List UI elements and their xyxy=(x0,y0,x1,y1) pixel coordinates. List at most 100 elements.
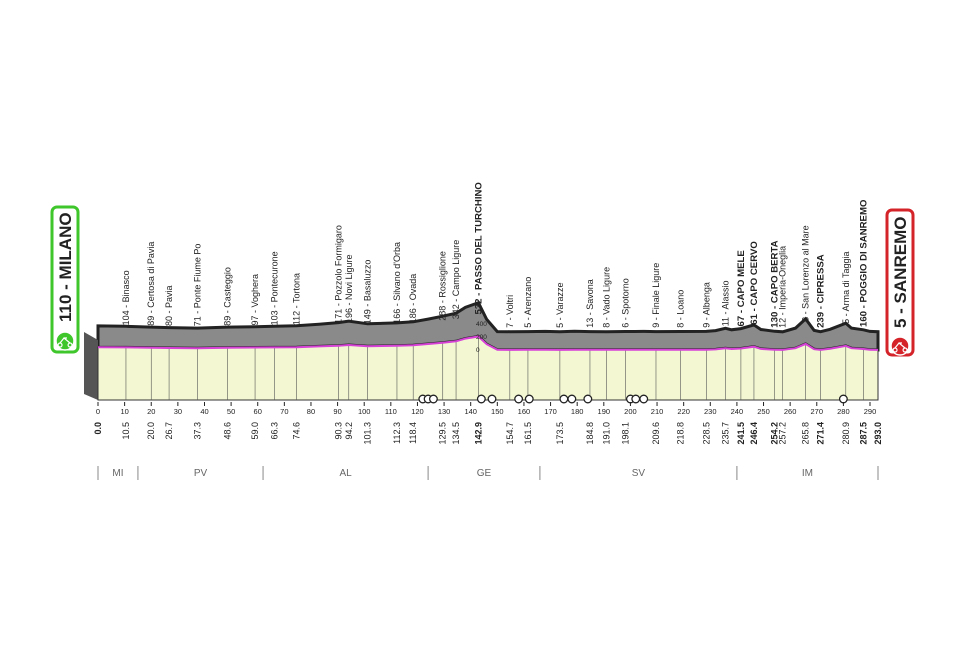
place-label: 6 - Spotorno xyxy=(620,278,630,328)
km-tick-label: 270 xyxy=(811,407,824,416)
place-label: 103 - Pontecurone xyxy=(270,251,280,325)
place-label: 5 - Arma di Taggia xyxy=(841,252,851,324)
km-tick-label: 40 xyxy=(200,407,208,416)
km-tick-label: 180 xyxy=(571,407,584,416)
km-distance-label: 271.4 xyxy=(816,422,826,445)
km-distance-label: 101.3 xyxy=(363,422,373,445)
place-label: 171 - Pozzolo Formigaro xyxy=(333,225,343,324)
km-distance-label: 218.8 xyxy=(676,422,686,445)
km-distance-label: 161.5 xyxy=(523,422,533,445)
service-point-marker xyxy=(487,394,497,404)
place-labels: 104 - Binasco 89 - Certosa di Pavia 80 - P… xyxy=(121,182,869,328)
altitude-ticks: 0 200 400 xyxy=(476,321,487,354)
km-tick-label: 230 xyxy=(704,407,717,416)
km-distance-label: 257.2 xyxy=(778,422,788,445)
place-label: 5 - Varazze xyxy=(555,283,565,328)
km-tick-label: 280 xyxy=(837,407,850,416)
km-distance-label: 228.5 xyxy=(701,422,711,445)
place-label: 239 - CIPRESSA xyxy=(816,254,827,328)
place-label: 532 - PASSO DEL TURCHINO xyxy=(473,182,484,315)
service-point-marker xyxy=(567,394,577,404)
place-label: 71 - Ponte Fiume Po xyxy=(192,244,202,327)
place-label: 89 - Certosa di Pavia xyxy=(146,242,156,326)
place-label: 80 - Pavia xyxy=(164,285,174,326)
province-label: GE xyxy=(477,468,492,479)
place-label: 5 - Arenzano xyxy=(523,277,533,328)
km-distance-label: 209.6 xyxy=(651,422,661,445)
km-distance-label: 59.0 xyxy=(250,422,260,440)
bicycle-icon xyxy=(57,337,73,348)
place-label: 8 - Loano xyxy=(676,290,686,328)
km-tick-label: 130 xyxy=(438,407,451,416)
km-distance-label: 37.3 xyxy=(192,422,202,440)
start-flag-icon xyxy=(55,331,75,351)
start-badge: 110 - MILANO xyxy=(50,205,80,354)
km-tick-label: 80 xyxy=(307,407,315,416)
km-distance-label: 142.9 xyxy=(473,422,483,445)
finish-bicycle-icon xyxy=(892,342,908,353)
place-label: 196 - Novi Ligure xyxy=(344,254,354,323)
km-distance-label: 254.2 xyxy=(770,422,780,445)
place-label: 61 - CAPO CERVO xyxy=(749,241,760,325)
km-distance-label: 280.9 xyxy=(841,422,851,445)
km-distance-label: 198.1 xyxy=(620,422,630,445)
km-tick-label: 110 xyxy=(385,407,397,416)
place-label: 8 - Vado Ligure xyxy=(602,267,612,328)
km-distance-label: 241.5 xyxy=(736,422,746,445)
place-label: 104 - Binasco xyxy=(121,270,131,325)
place-label: 89 - Casteggio xyxy=(222,267,232,326)
km-distance-label: 134.5 xyxy=(451,422,461,445)
km-distance-label: 293.0 xyxy=(873,422,883,445)
province-label: SV xyxy=(632,468,646,479)
place-label: 13 - Savona xyxy=(585,279,595,328)
place-label: 288 - Rossiglione xyxy=(438,251,448,321)
road-profile-line xyxy=(97,335,879,351)
place-label: 67 - CAPO MELE xyxy=(736,250,747,327)
km-tick-label: 10 xyxy=(120,407,128,416)
km-tick-label: 90 xyxy=(333,407,341,416)
km-tick-label: 30 xyxy=(174,407,182,416)
service-point-marker xyxy=(514,394,524,404)
km-tick-label: 290 xyxy=(864,407,877,416)
km-distance-label: 94.2 xyxy=(344,422,354,440)
province-label: IM xyxy=(802,468,813,479)
place-label: 166 - Silvano d'Orba xyxy=(392,242,402,324)
place-label: 112 - Tortona xyxy=(292,273,302,325)
km-tick-label: 60 xyxy=(254,407,262,416)
place-label: 11 - Alassio xyxy=(721,280,731,326)
service-point-marker xyxy=(559,394,569,404)
km-distance-label: 112.3 xyxy=(392,422,402,444)
province-label: PV xyxy=(194,468,208,479)
mountain-band xyxy=(96,300,880,352)
km-tick-label: 250 xyxy=(757,407,770,416)
service-point-marker xyxy=(631,394,641,404)
km-distance-label: 66.3 xyxy=(270,422,280,440)
place-label: 160 - POGGIO DI SANREMO xyxy=(858,199,869,327)
km-distance-label: 0.0 xyxy=(93,422,103,435)
service-point-marker xyxy=(583,394,593,404)
finish-flag-icon xyxy=(890,336,910,356)
km-distance-label: 10.5 xyxy=(121,422,131,440)
km-distance-label: 20.0 xyxy=(146,422,156,440)
finish-badge: 5 - SANREMO xyxy=(885,208,915,357)
km-gridlines xyxy=(125,336,864,400)
km-tick-label: 120 xyxy=(411,407,424,416)
province-label: AL xyxy=(339,468,352,479)
km-tick-label: 240 xyxy=(731,407,744,416)
service-point-marker xyxy=(428,394,438,404)
km-distance-label: 118.4 xyxy=(408,422,418,444)
finish-label: 5 - SANREMO xyxy=(891,217,910,328)
service-point-marker xyxy=(639,394,649,404)
altitude-tick-label: 200 xyxy=(476,334,487,341)
place-label: 9 - Finale Ligure xyxy=(651,263,661,328)
km-tick-label: 170 xyxy=(544,407,557,416)
km-distance-label: 287.5 xyxy=(858,422,868,445)
km-distance-label: 154.7 xyxy=(505,422,515,445)
service-point-marker xyxy=(838,394,848,404)
band-side xyxy=(84,332,98,400)
km-distance-label: 265.8 xyxy=(801,422,811,445)
km-distance-label: 246.4 xyxy=(749,422,759,445)
km-distance-label: 90.3 xyxy=(333,422,343,440)
km-tick-label: 100 xyxy=(358,407,371,416)
